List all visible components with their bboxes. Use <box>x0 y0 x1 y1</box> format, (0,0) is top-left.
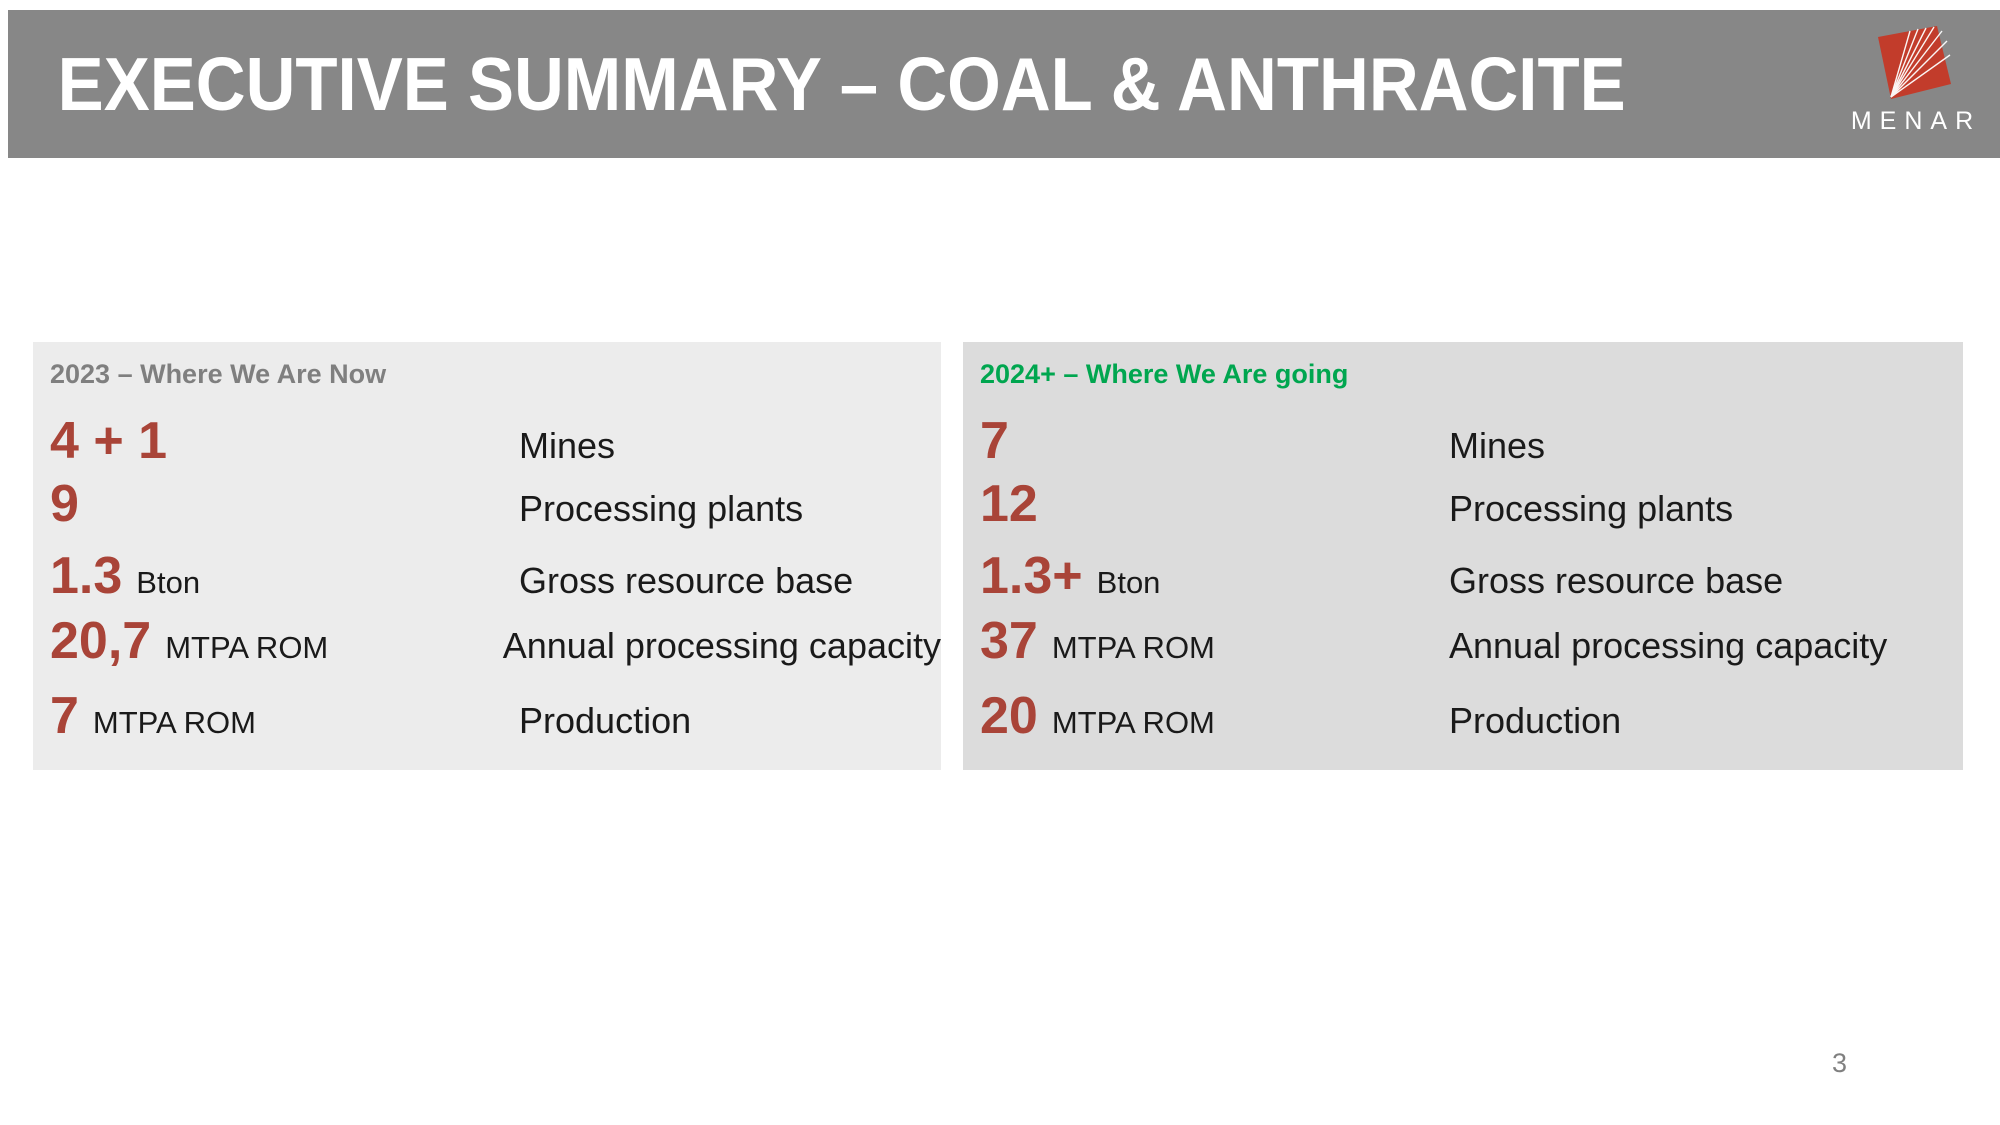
panel-now-rows: 4 + 1 Mines 9 Processing plants 1.3 Bton… <box>50 415 941 742</box>
stat-value: 1.3 <box>50 547 123 605</box>
stat-value: 37 <box>980 612 1038 670</box>
stat-value-cell: 7 <box>980 415 1449 467</box>
menar-logo-icon <box>1878 26 1951 99</box>
stat-label: Mines <box>519 425 616 466</box>
stat-unit: MTPA ROM <box>1051 705 1215 740</box>
stat-value-cell: 9 <box>50 478 519 530</box>
stat-row-gross-resource-base: 1.3+ Bton Gross resource base <box>980 550 1963 602</box>
stat-value: 7 <box>50 687 79 745</box>
stat-value-cell: 12 <box>980 478 1449 530</box>
stat-value: 1.3+ <box>980 547 1083 605</box>
menar-logo: MENAR <box>1851 24 1973 136</box>
stat-unit: MTPA ROM <box>92 705 256 740</box>
stat-row-production: 20 MTPA ROM Production <box>980 690 1963 742</box>
stat-label: Processing plants <box>1449 488 1734 529</box>
stat-label: Production <box>519 700 692 741</box>
stat-row-mines: 4 + 1 Mines <box>50 415 941 467</box>
stat-unit: Bton <box>1096 565 1161 600</box>
page-number: 3 <box>1832 1048 1848 1078</box>
stat-value-cell: 1.3+ Bton <box>980 550 1449 602</box>
stat-value: 7 <box>980 412 1009 470</box>
stat-row-processing-plants: 12 Processing plants <box>980 478 1963 530</box>
stat-value-cell: 37 MTPA ROM <box>980 615 1449 667</box>
stat-value-cell: 7 MTPA ROM <box>50 690 519 742</box>
stat-unit: Bton <box>136 565 201 600</box>
stat-label: Annual processing capacity <box>1449 625 1888 666</box>
stat-value: 20 <box>980 687 1038 745</box>
stat-label: Production <box>1449 700 1622 741</box>
stat-row-production: 7 MTPA ROM Production <box>50 690 941 742</box>
stat-label: Gross resource base <box>1449 560 1784 601</box>
header-bar: EXECUTIVE SUMMARY – COAL & ANTHRACITE ME… <box>8 10 2000 158</box>
stat-value-cell: 4 + 1 <box>50 415 519 467</box>
slide-title: EXECUTIVE SUMMARY – COAL & ANTHRACITE <box>57 42 1626 126</box>
panel-future-heading: 2024+ – Where We Are going <box>980 359 1349 389</box>
stat-label: Annual processing capacity <box>502 625 941 666</box>
panel-2024-future: 2024+ – Where We Are going 7 Mines 12 Pr… <box>963 342 1963 770</box>
stat-label: Processing plants <box>519 488 804 529</box>
stat-value: 20,7 <box>50 612 152 670</box>
stat-row-annual-processing-capacity: 37 MTPA ROM Annual processing capacity <box>980 615 1963 667</box>
stat-row-gross-resource-base: 1.3 Bton Gross resource base <box>50 550 941 602</box>
stat-value-cell: 20 MTPA ROM <box>980 690 1449 742</box>
stat-value-cell: 1.3 Bton <box>50 550 519 602</box>
menar-logo-text: MENAR <box>1850 107 1982 135</box>
stat-value: 12 <box>980 475 1038 533</box>
stat-row-processing-plants: 9 Processing plants <box>50 478 941 530</box>
stat-row-annual-processing-capacity: 20,7 MTPA ROM Annual processing capacity <box>50 615 941 667</box>
stat-value: 4 + 1 <box>50 412 168 470</box>
stat-row-mines: 7 Mines <box>980 415 1963 467</box>
panel-2023-now: 2023 – Where We Are Now 4 + 1 Mines 9 Pr… <box>33 342 941 770</box>
stat-value: 9 <box>50 475 79 533</box>
stat-unit: MTPA ROM <box>1051 630 1215 665</box>
panel-now-heading: 2023 – Where We Are Now <box>50 359 387 389</box>
stat-label: Mines <box>1449 425 1546 466</box>
stat-value-cell: 20,7 MTPA ROM <box>50 615 503 667</box>
stat-unit: MTPA ROM <box>165 630 329 665</box>
panel-future-rows: 7 Mines 12 Processing plants 1.3+ Bton G… <box>980 415 1963 742</box>
stat-label: Gross resource base <box>519 560 854 601</box>
